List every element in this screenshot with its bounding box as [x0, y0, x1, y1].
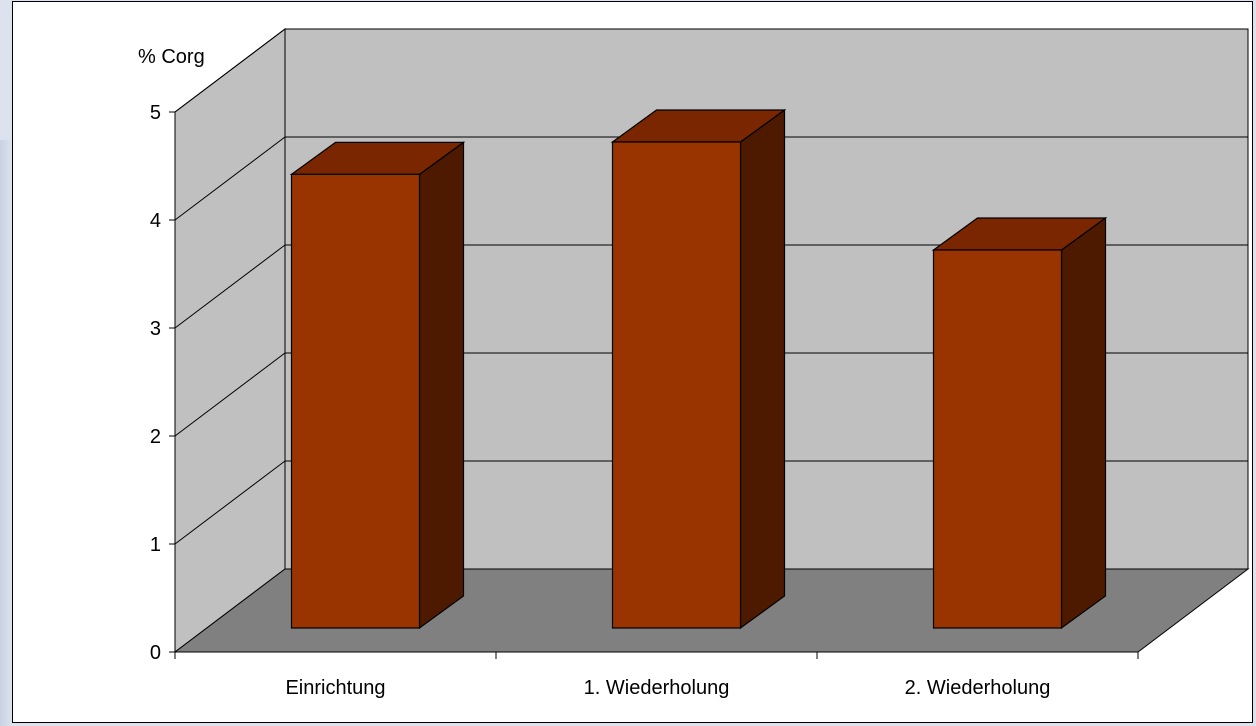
- gridline-diag: [174, 244, 286, 329]
- bar-front-face: [932, 249, 1063, 629]
- bars: [289, 108, 1108, 630]
- y-axis: 0 1 2 3 4 5: [150, 102, 176, 664]
- slide-background-strip: [0, 140, 14, 726]
- bar-side-face: [1060, 216, 1107, 630]
- bar-side-face: [418, 141, 465, 630]
- x-tick-label: Einrichtung: [285, 677, 385, 699]
- x-tick-label: 2. Wiederholung: [905, 677, 1051, 699]
- bar-front-face: [290, 173, 421, 629]
- side-wall: [174, 27, 286, 654]
- gridline-diag: [174, 28, 286, 113]
- y-tick-label: 5: [150, 102, 161, 124]
- bar: [289, 141, 466, 630]
- y-tick-label: 2: [150, 426, 161, 448]
- bar-front-face: [611, 141, 742, 629]
- y-axis-title: % Corg: [138, 46, 205, 68]
- gridline-diag: [174, 352, 286, 437]
- y-tick-label: 4: [150, 210, 161, 232]
- bar-side-face: [739, 108, 786, 630]
- y-tick-label: 1: [150, 534, 161, 556]
- x-tick-label: 1. Wiederholung: [584, 677, 730, 699]
- x-axis: Einrichtung 1. Wiederholung 2. Wiederholun…: [174, 651, 1139, 699]
- gridline-diag: [174, 136, 286, 221]
- bar: [610, 108, 787, 630]
- gridline-diag: [174, 460, 286, 545]
- y-tick-label: 0: [150, 642, 161, 664]
- y-tick-label: 3: [150, 318, 161, 340]
- bar: [931, 216, 1108, 630]
